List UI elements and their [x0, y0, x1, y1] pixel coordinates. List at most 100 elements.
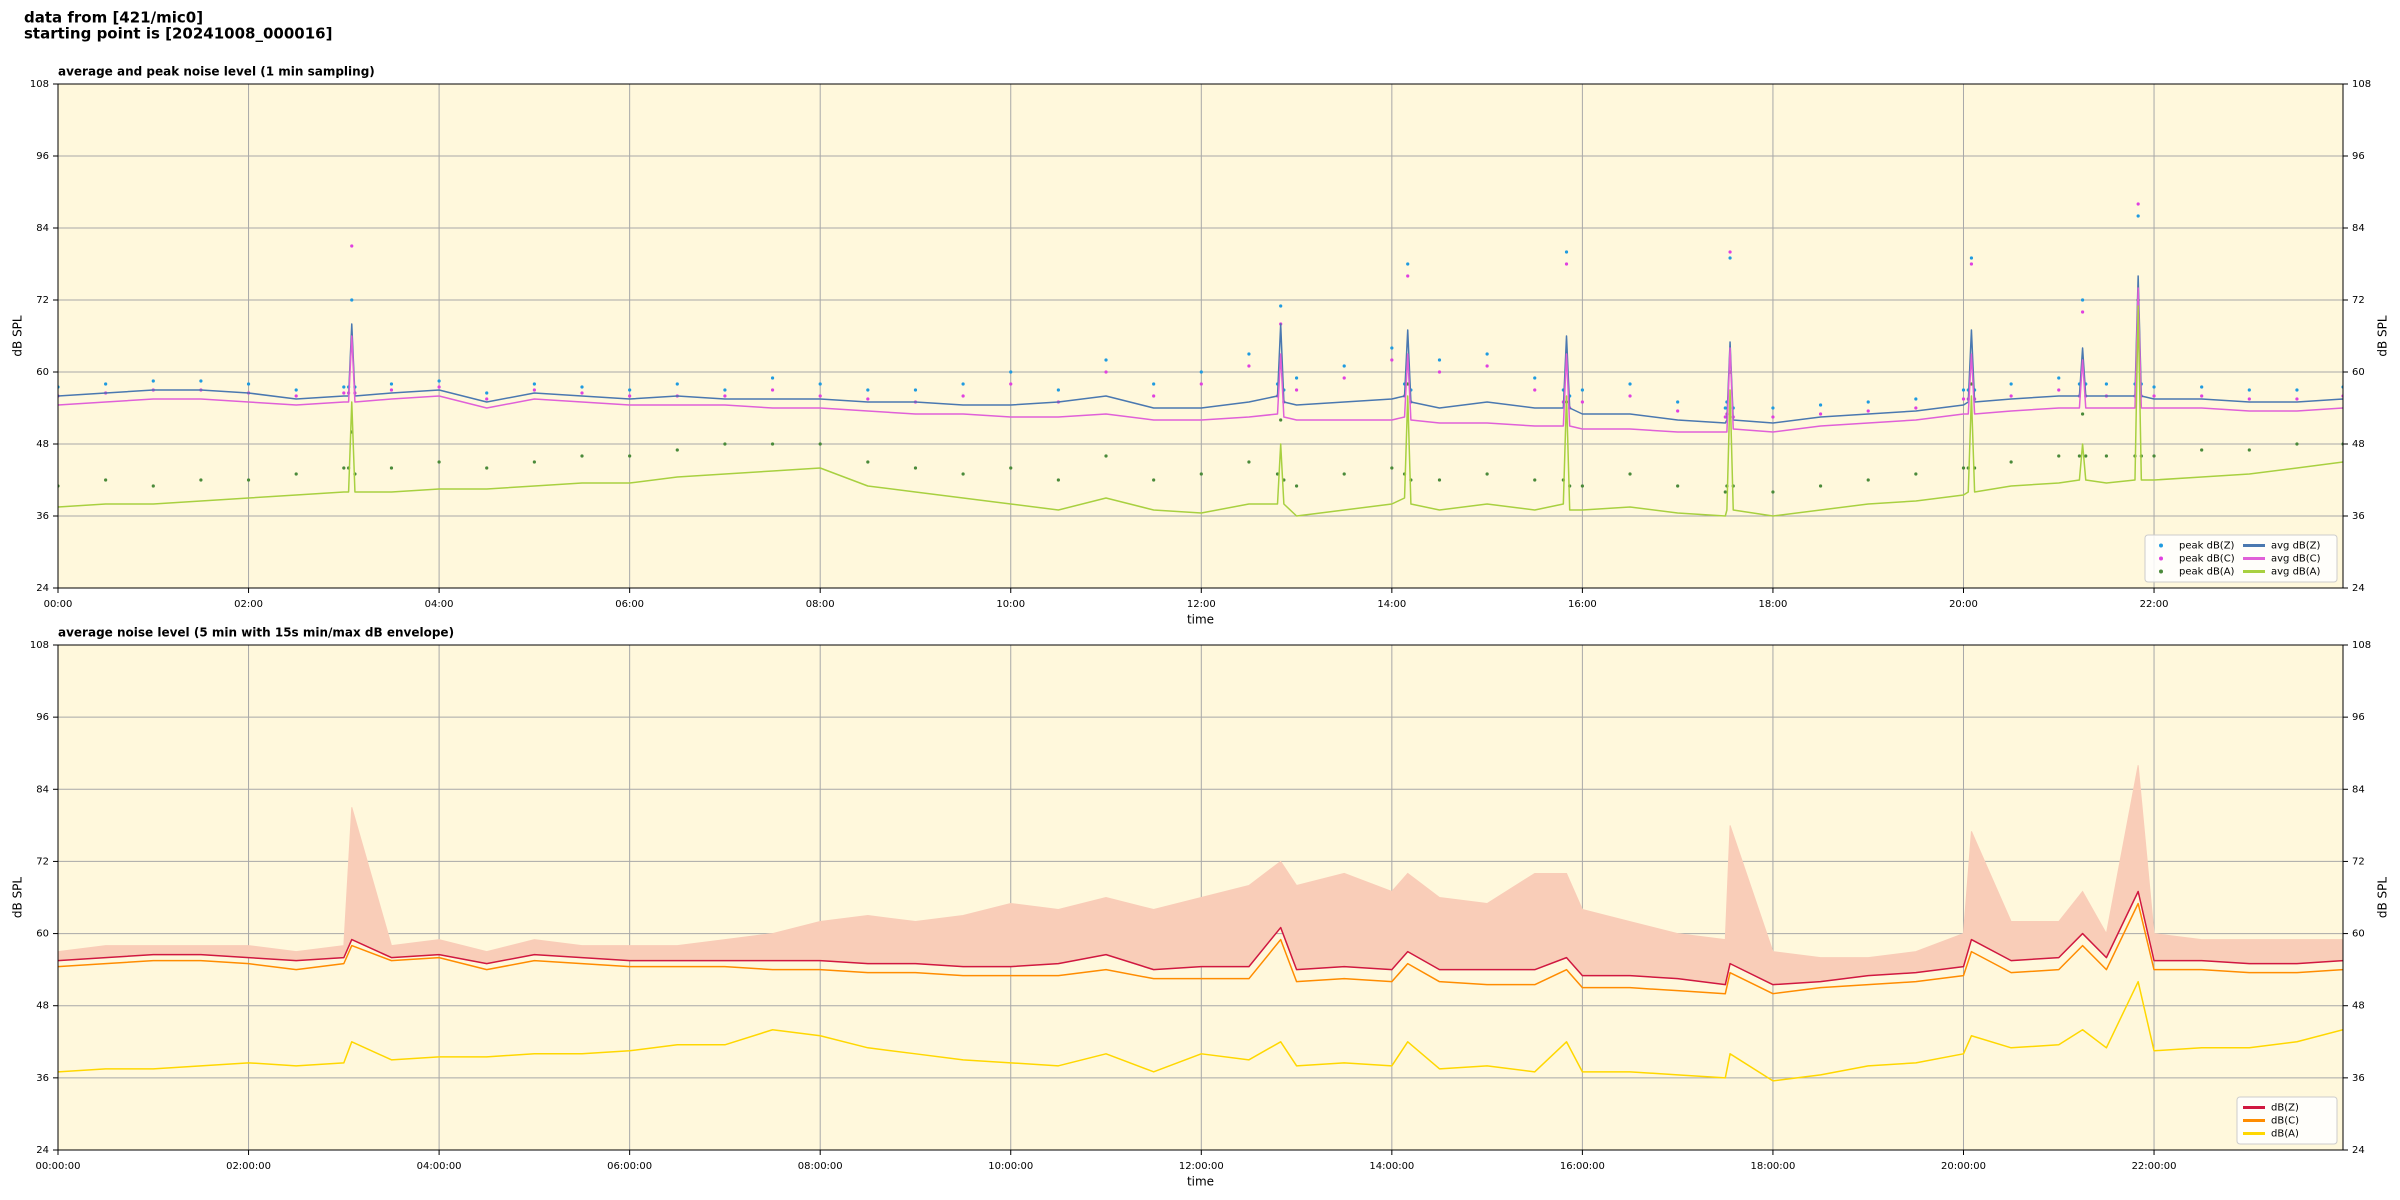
- peak-dot: [1628, 382, 1632, 386]
- y-tick-label: 96: [36, 712, 49, 723]
- x-tick-label: 22:00: [2140, 599, 2169, 610]
- peak-dot: [770, 376, 775, 380]
- y-axis-label: dB SPL: [2376, 315, 2390, 357]
- x-tick-label: 22:00:00: [2132, 1161, 2177, 1172]
- peak-dot: [2084, 454, 2088, 458]
- peak-dot: [1279, 418, 1283, 422]
- peak-dot: [350, 244, 354, 248]
- peak-dot: [2009, 382, 2013, 386]
- peak-dot: [2080, 310, 2085, 314]
- peak-dot: [437, 460, 441, 464]
- peak-dot: [1485, 472, 1489, 476]
- peak-dot: [1628, 472, 1632, 476]
- peak-dot: [1914, 472, 1918, 476]
- x-tick-label: 20:00:00: [1941, 1161, 1986, 1172]
- peak-dot: [1406, 262, 1410, 266]
- chart-title: average noise level (5 min with 15s min/…: [58, 626, 454, 640]
- y-tick-label: 60: [2352, 367, 2365, 378]
- peak-dot: [1279, 304, 1283, 308]
- y-tick-label: 24: [2352, 1145, 2365, 1156]
- y-tick-label: 72: [2352, 856, 2365, 867]
- x-tick-label: 06:00:00: [607, 1161, 652, 1172]
- peak-dot: [770, 442, 775, 446]
- peak-dot: [1342, 472, 1346, 476]
- peak-dot: [1390, 346, 1394, 350]
- series-line: [58, 275, 2343, 424]
- y-tick-label: 96: [2352, 712, 2365, 723]
- peak-dot: [1914, 406, 1918, 410]
- peak-dot: [1056, 478, 1060, 482]
- y-tick-label: 60: [36, 929, 49, 940]
- legend-label: dB(Z): [2271, 1103, 2299, 1114]
- peak-dot: [1294, 484, 1299, 488]
- peak-dot: [770, 388, 775, 392]
- peak-dot: [485, 391, 489, 395]
- peak-dot: [2200, 448, 2204, 452]
- peak-dot: [1533, 388, 1537, 392]
- y-axis-label: dB SPL: [2376, 877, 2390, 919]
- x-tick-label: 08:00: [806, 599, 835, 610]
- peak-dot: [2247, 448, 2251, 452]
- y-tick-label: 84: [2352, 784, 2365, 795]
- peak-dot: [1390, 466, 1394, 470]
- x-tick-label: 04:00:00: [417, 1161, 462, 1172]
- peak-dot: [2057, 388, 2061, 392]
- peak-dot: [1969, 262, 1974, 266]
- peak-dot: [151, 484, 155, 488]
- y-tick-label: 48: [2352, 1001, 2365, 1012]
- y-tick-label: 24: [36, 583, 49, 594]
- peak-dot: [389, 388, 394, 392]
- peak-dot: [246, 382, 251, 386]
- y-tick-label: 36: [2352, 1073, 2365, 1084]
- peak-dot: [1342, 376, 1346, 380]
- y-tick-label: 72: [2352, 295, 2365, 306]
- peak-dot: [961, 382, 965, 386]
- peak-dot: [151, 379, 155, 383]
- x-tick-label: 16:00: [1568, 599, 1597, 610]
- peak-dot: [2136, 202, 2140, 206]
- y-tick-label: 108: [30, 79, 49, 90]
- peak-dot: [1533, 376, 1537, 380]
- peak-dot: [628, 388, 632, 392]
- header-line: starting point is [20241008_000016]: [24, 25, 332, 43]
- x-tick-label: 06:00: [615, 599, 644, 610]
- peak-dot: [1152, 382, 1156, 386]
- peak-dot: [1961, 397, 1966, 401]
- peak-dot: [1818, 484, 1823, 488]
- chart-title: average and peak noise level (1 min samp…: [58, 65, 375, 79]
- peak-dot: [1914, 397, 1918, 401]
- peak-dot: [1390, 358, 1394, 362]
- peak-dot: [2057, 376, 2061, 380]
- peak-dot: [1723, 490, 1727, 494]
- peak-dot: [1580, 484, 1584, 488]
- peak-dot: [2200, 385, 2204, 389]
- peak-dot: [1818, 412, 1823, 416]
- x-tick-label: 00:00:00: [36, 1161, 81, 1172]
- peak-dot: [1199, 382, 1203, 386]
- peak-dot: [1104, 370, 1108, 374]
- y-tick-label: 84: [36, 784, 49, 795]
- legend-marker: [2159, 569, 2163, 574]
- peak-dot: [246, 478, 251, 482]
- peak-dot: [1009, 466, 1013, 470]
- peak-dot: [350, 298, 354, 302]
- y-tick-label: 60: [2352, 929, 2365, 940]
- peak-dot: [723, 442, 727, 446]
- y-tick-label: 36: [36, 1073, 49, 1084]
- peak-dot: [1564, 262, 1569, 266]
- peak-dot: [1152, 478, 1156, 482]
- peak-dot: [2152, 385, 2156, 389]
- legend-marker: [2159, 556, 2163, 561]
- peak-dot: [1009, 382, 1013, 386]
- peak-dot: [580, 391, 584, 395]
- peak-dot: [1580, 388, 1584, 392]
- x-tick-label: 08:00:00: [798, 1161, 843, 1172]
- peak-dot: [961, 472, 965, 476]
- peak-dot: [485, 397, 489, 401]
- peak-dot: [1866, 478, 1870, 482]
- series-line: [58, 305, 2343, 517]
- peak-dot: [961, 394, 965, 398]
- peak-dot: [342, 466, 346, 470]
